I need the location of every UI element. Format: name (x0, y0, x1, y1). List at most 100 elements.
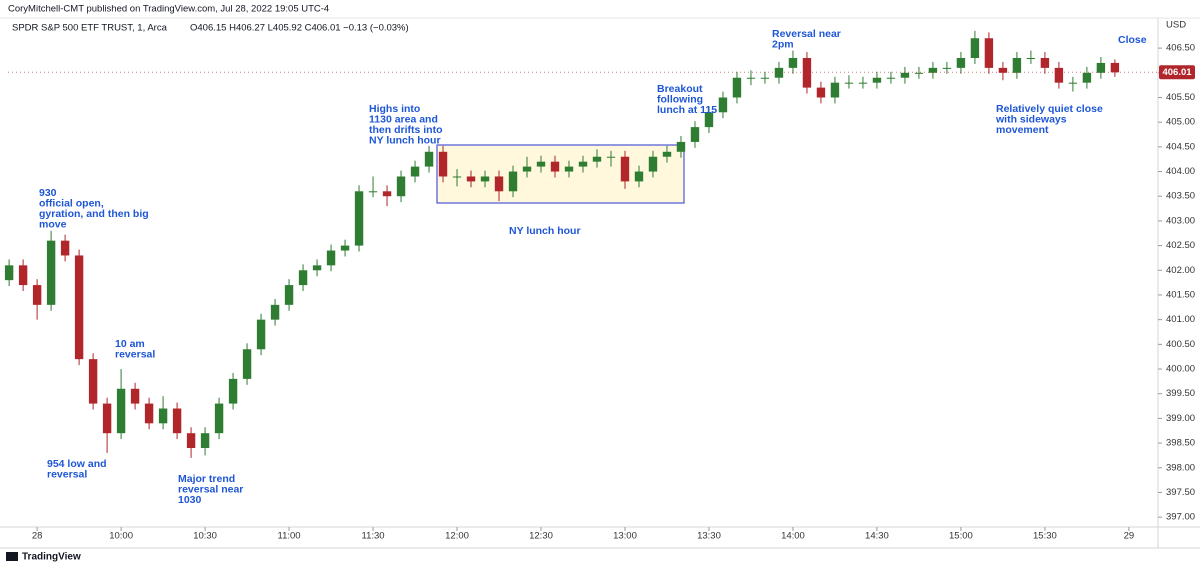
annotation: reversal (47, 468, 87, 480)
x-tick-label: 29 (1124, 531, 1135, 542)
annotation: following (657, 93, 703, 105)
y-tick-label: 398.50 (1166, 438, 1195, 449)
annotation: 10 am (115, 338, 145, 350)
candle-body (60, 240, 70, 256)
x-tick-label: 14:30 (865, 531, 889, 542)
annotation: Relatively quiet close (996, 103, 1103, 115)
candle-body (620, 156, 630, 182)
candle-body (284, 285, 294, 305)
annotation: Breakout (657, 83, 703, 95)
annotation: move (39, 218, 67, 230)
last-price-tag (1159, 65, 1195, 80)
y-tick-label: 403.00 (1166, 215, 1195, 226)
candle-body (438, 151, 448, 177)
annotation: movement (996, 124, 1049, 136)
candle-body (592, 156, 602, 162)
candle-body (760, 77, 770, 79)
last-price-label: 406.01 (1162, 67, 1192, 78)
candle-body (1026, 57, 1036, 59)
candle-body (46, 240, 56, 305)
candle-body (1012, 57, 1022, 73)
candle-body (928, 67, 938, 73)
lunch-box (436, 144, 685, 204)
candle-body (606, 156, 616, 158)
x-tick-label: 15:00 (949, 531, 973, 542)
candle-body (830, 82, 840, 98)
annotation: NY lunch hour (509, 225, 581, 237)
y-tick-label: 400.00 (1166, 364, 1195, 375)
x-tick-label: 12:30 (529, 531, 553, 542)
candle-body (354, 191, 364, 246)
ohlc-label: O406.15 H406.27 L405.92 C406.01 −0.13 (−… (190, 23, 409, 34)
candle-body (858, 82, 868, 84)
candle-body (298, 270, 308, 286)
y-tick-label: 398.00 (1166, 462, 1195, 473)
x-tick-label: 13:00 (613, 531, 637, 542)
symbol-label: SPDR S&P 500 ETF TRUST, 1, Arca (12, 23, 168, 34)
x-tick-label: 28 (32, 531, 43, 542)
x-tick-label: 10:30 (193, 531, 217, 542)
x-tick-label: 14:00 (781, 531, 805, 542)
y-tick-label: 399.00 (1166, 413, 1195, 424)
candle-body (914, 72, 924, 74)
annotation: 954 low and (47, 458, 107, 470)
annotation: official open, (39, 197, 104, 209)
x-tick-label: 11:00 (278, 531, 301, 542)
y-tick-label: 404.50 (1166, 141, 1195, 152)
candle-body (746, 77, 756, 79)
candle-body (774, 67, 784, 78)
candle-body (158, 408, 168, 424)
candle-body (242, 349, 252, 379)
candle-body (508, 171, 518, 192)
x-tick-label: 13:30 (697, 531, 721, 542)
candle-body (704, 112, 714, 128)
annotation: with sideways (995, 113, 1067, 125)
candle-body (186, 433, 196, 449)
candle-body (1110, 62, 1120, 73)
candle-body (494, 176, 504, 192)
candle-body (382, 191, 392, 197)
logo-mark (6, 552, 18, 561)
candle-body (102, 403, 112, 434)
candle-body (900, 72, 910, 78)
x-tick-label: 12:00 (445, 531, 469, 542)
candle-body (802, 57, 812, 88)
candle-body (326, 250, 336, 266)
candle-body (144, 403, 154, 424)
candle-body (690, 127, 700, 142)
candle-body (340, 245, 350, 251)
annotation: reversal near (178, 483, 243, 495)
annotation: Highs into (369, 103, 420, 115)
annotation: Reversal near (772, 28, 841, 40)
y-tick-label: 406.50 (1166, 43, 1195, 54)
annotation: lunch at 115 (657, 104, 717, 116)
candle-body (648, 156, 658, 172)
candle-body (368, 191, 378, 193)
candle-body (578, 161, 588, 167)
candle-body (522, 166, 532, 172)
candle-body (396, 176, 406, 197)
candle-body (1040, 57, 1050, 68)
candle-body (312, 265, 322, 271)
annotation: then drifts into (369, 124, 443, 136)
y-tick-label: 401.50 (1166, 289, 1195, 300)
candle-body (74, 255, 84, 360)
candle-body (676, 141, 686, 152)
y-tick-label: 405.50 (1166, 92, 1195, 103)
candle-body (214, 403, 224, 434)
candle-body (130, 388, 140, 404)
candle-body (116, 388, 126, 434)
candle-body (942, 67, 952, 69)
y-tick-label: 399.50 (1166, 388, 1195, 399)
y-tick-label: 402.00 (1166, 265, 1195, 276)
candle-body (256, 319, 266, 350)
annotation: reversal (115, 348, 155, 360)
candle-body (872, 77, 882, 83)
x-tick-label: 15:30 (1033, 531, 1057, 542)
candle-body (718, 97, 728, 113)
footer-brand: TradingView (22, 552, 81, 563)
candle-body (4, 265, 14, 281)
y-tick-label: 403.50 (1166, 191, 1195, 202)
candle-body (410, 166, 420, 177)
